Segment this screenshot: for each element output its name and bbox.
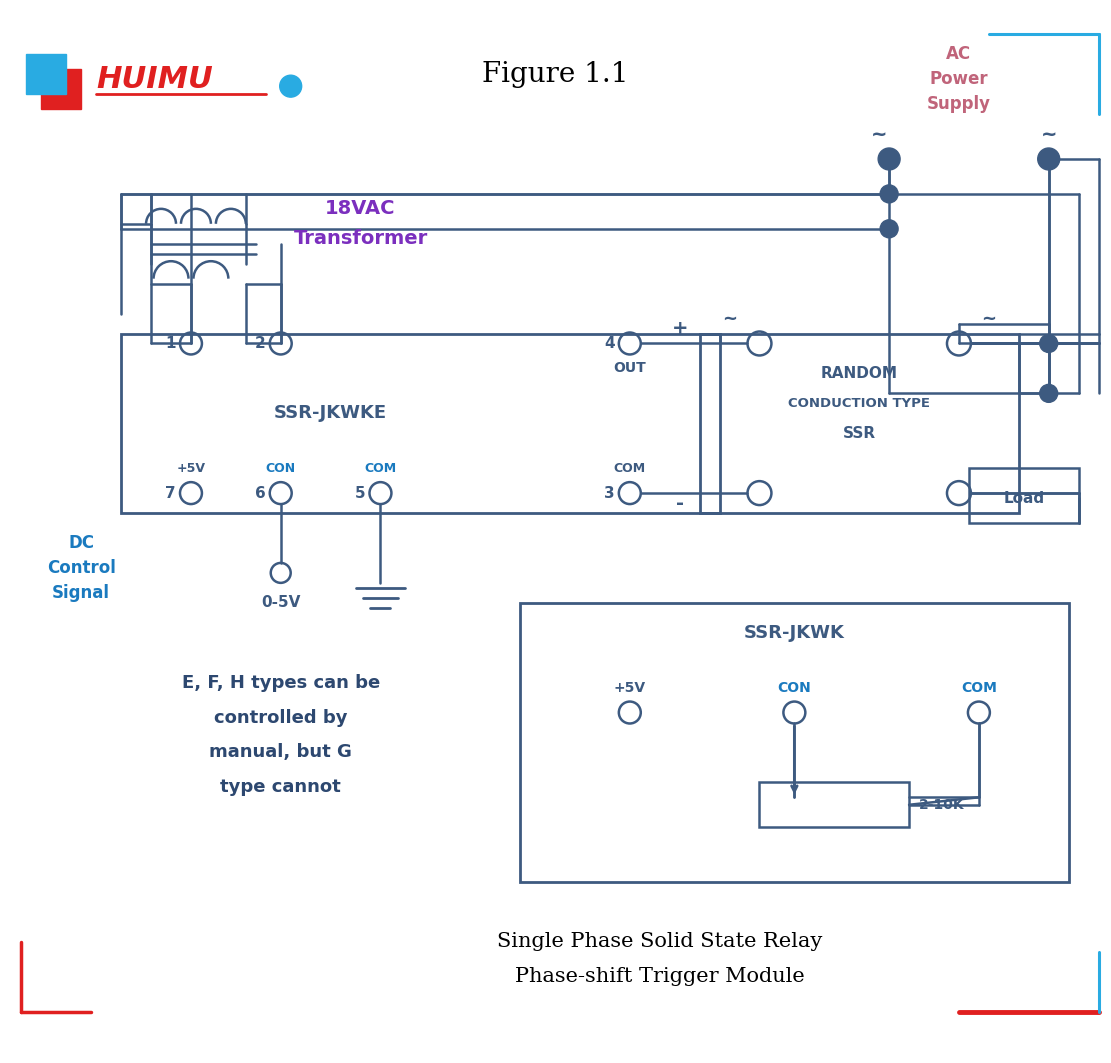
Text: AC: AC <box>947 46 971 64</box>
Text: COM: COM <box>364 461 397 475</box>
Text: 2: 2 <box>256 336 266 351</box>
Text: 1: 1 <box>166 336 176 351</box>
Text: SSR-JKWK: SSR-JKWK <box>744 624 844 642</box>
Text: SSR-JKWKE: SSR-JKWKE <box>274 404 387 422</box>
Text: ~: ~ <box>981 309 997 327</box>
Text: -: - <box>675 493 683 512</box>
Text: HUIMU: HUIMU <box>97 65 213 94</box>
Text: 2-10K: 2-10K <box>919 798 964 812</box>
Circle shape <box>280 75 302 97</box>
Text: 0-5V: 0-5V <box>261 595 300 610</box>
Text: Power: Power <box>930 70 989 88</box>
Text: Transformer: Transformer <box>293 230 428 249</box>
Text: type cannot: type cannot <box>220 778 341 796</box>
Text: ~: ~ <box>722 309 737 327</box>
Circle shape <box>1038 148 1060 170</box>
Text: Supply: Supply <box>927 95 991 113</box>
Bar <box>700 334 1019 513</box>
Text: controlled by: controlled by <box>214 709 348 726</box>
Text: CON: CON <box>778 680 811 694</box>
Text: +5V: +5V <box>177 461 206 475</box>
Text: Single Phase Solid State Relay: Single Phase Solid State Relay <box>497 932 822 951</box>
Bar <box>27 54 67 95</box>
Text: Load: Load <box>1003 491 1044 506</box>
Bar <box>520 603 1069 882</box>
Circle shape <box>1040 335 1058 353</box>
Circle shape <box>1040 385 1058 402</box>
Bar <box>121 334 720 513</box>
Text: Phase-shift Trigger Module: Phase-shift Trigger Module <box>514 967 804 986</box>
Text: E, F, H types can be: E, F, H types can be <box>181 674 380 692</box>
Circle shape <box>880 220 898 238</box>
Text: COM: COM <box>961 680 997 694</box>
Text: +: + <box>671 319 688 338</box>
Bar <box>760 782 909 827</box>
Bar <box>969 468 1079 523</box>
Text: 4: 4 <box>604 336 614 351</box>
Text: ~: ~ <box>871 124 888 144</box>
Text: CONDUCTION TYPE: CONDUCTION TYPE <box>788 396 930 410</box>
Text: 6: 6 <box>256 486 266 501</box>
Text: SSR: SSR <box>842 426 875 441</box>
Text: +5V: +5V <box>613 680 645 694</box>
Circle shape <box>880 185 898 203</box>
Text: CON: CON <box>266 461 296 475</box>
Text: RANDOM: RANDOM <box>821 366 898 381</box>
Text: COM: COM <box>613 461 645 475</box>
Text: 7: 7 <box>166 486 176 501</box>
Text: 18VAC: 18VAC <box>326 200 396 218</box>
Text: Signal: Signal <box>52 584 110 602</box>
Circle shape <box>878 148 900 170</box>
Text: DC: DC <box>68 534 94 552</box>
Text: 3: 3 <box>604 486 614 501</box>
Text: 5: 5 <box>354 486 366 501</box>
Text: ~: ~ <box>1041 124 1057 144</box>
Text: manual, but G: manual, but G <box>209 743 352 761</box>
Bar <box>41 69 81 109</box>
Text: OUT: OUT <box>613 361 647 375</box>
Text: Control: Control <box>47 559 116 577</box>
Text: Figure 1.1: Figure 1.1 <box>482 61 628 88</box>
